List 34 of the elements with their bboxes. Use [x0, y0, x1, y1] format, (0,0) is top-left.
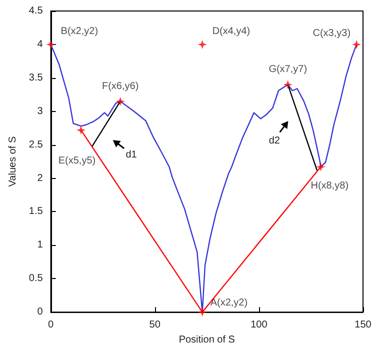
annotation: d1 [126, 150, 138, 161]
point [198, 40, 207, 49]
annotation: B(x2,y2) [60, 26, 98, 37]
y-tick-label: 2 [37, 172, 44, 184]
y-tick-label: 1.5 [28, 206, 44, 218]
x-axis-title: Position of S [178, 334, 236, 346]
x-tick-label: 150 [354, 320, 372, 331]
y-tick-label: 1 [37, 240, 44, 251]
annotation: A(x2,y2) [210, 298, 248, 309]
annotation: E(x5,y5) [58, 156, 96, 167]
annotation: F(x6,y6) [102, 80, 139, 92]
annotation: D(x4,y4) [212, 26, 250, 37]
point [198, 308, 207, 317]
x-tick-label: 100 [250, 320, 268, 331]
x-tick-label: 0 [48, 320, 54, 331]
y-tick-label: 3 [37, 106, 44, 117]
point [116, 96, 125, 106]
point [76, 126, 86, 135]
annotation: H(x8,y8) [310, 180, 349, 192]
x-tick-label: 50 [149, 320, 161, 331]
y-tick-label: 2.5 [28, 139, 44, 150]
point [46, 40, 56, 49]
y-tick-label: 0.5 [28, 273, 44, 284]
annotation: d2 [268, 135, 280, 146]
y-tick-label: 4 [37, 38, 44, 50]
annotation: G(x7,y7) [268, 64, 308, 76]
point [352, 40, 362, 49]
y-tick-label: 4.5 [28, 6, 44, 16]
y-tick-label: 3.5 [28, 72, 44, 84]
point [316, 162, 326, 172]
y-tick-label: 0 [37, 306, 44, 318]
y-axis-title: Values of S [8, 136, 18, 187]
annotation: C(x3,y3) [312, 28, 351, 39]
point [283, 80, 292, 90]
